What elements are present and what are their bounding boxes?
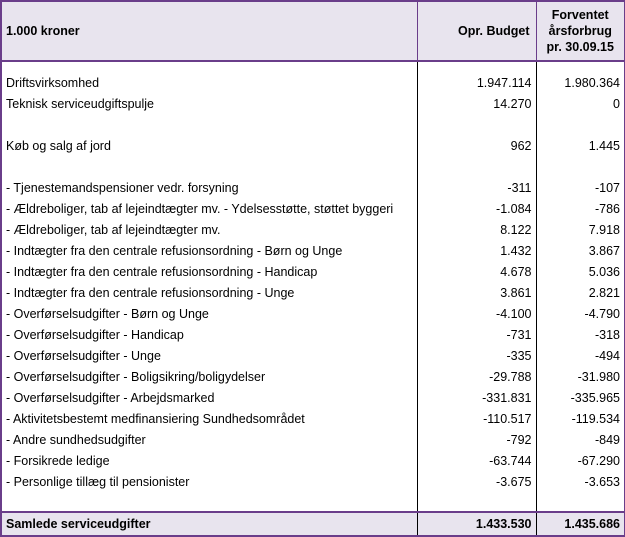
table-row: - Personlige tillæg til pensionister -3.6… [0,471,625,492]
row-label: Samlede serviceudgifter [0,511,417,537]
row-forecast: -4.790 [535,303,625,324]
row-budget: -63.744 [416,450,536,471]
row-forecast: -849 [535,429,625,450]
table-row: Teknisk serviceudgiftspulje 14.270 0 [0,93,625,114]
row-budget: -792 [416,429,536,450]
table-row: - Ældreboliger, tab af lejeindtægter mv.… [0,219,625,240]
row-label: - Andre sundhedsudgifter [0,429,417,450]
row-label: - Overførselsudgifter - Arbejdsmarked [0,387,417,408]
row-forecast: -107 [535,177,625,198]
row-label: - Personlige tillæg til pensionister [0,471,417,492]
row-forecast: -67.290 [535,450,625,471]
row-label: - Ældreboliger, tab af lejeindtægter mv. [0,219,417,240]
row-forecast: -318 [535,324,625,345]
row-label: Køb og salg af jord [0,135,417,156]
table-row: - Indtægter fra den centrale refusionsor… [0,282,625,303]
row-budget: -4.100 [416,303,536,324]
row-forecast: -3.653 [535,471,625,492]
row-label: - Indtægter fra den centrale refusionsor… [0,240,417,261]
row-forecast: -494 [535,345,625,366]
header-budget: Opr. Budget [416,0,536,62]
row-budget: -1.084 [416,198,536,219]
row-label: - Overførselsudgifter - Børn og Unge [0,303,417,324]
row-budget: -3.675 [416,471,536,492]
table-row: - Overførselsudgifter - Arbejdsmarked -33… [0,387,625,408]
table-row: - Overførselsudgifter - Børn og Unge -4.1… [0,303,625,324]
row-budget: -29.788 [416,366,536,387]
row-forecast: 0 [535,93,625,114]
row-label: Teknisk serviceudgiftspulje [0,93,417,114]
row-budget: -335 [416,345,536,366]
row-label: - Overførselsudgifter - Boligsikring/bol… [0,366,417,387]
spacer-row [0,156,625,177]
row-budget: 4.678 [416,261,536,282]
row-budget: 1.947.114 [416,72,536,93]
spacer-row [0,114,625,135]
row-forecast: -31.980 [535,366,625,387]
table-row: - Indtægter fra den centrale refusionsor… [0,261,625,282]
row-forecast: 1.435.686 [535,511,625,537]
header-units: 1.000 kroner [0,0,417,62]
table-row: - Ældreboliger, tab af lejeindtægter mv.… [0,198,625,219]
spacer-row [0,492,625,512]
row-budget: -731 [416,324,536,345]
row-forecast: 1.980.364 [535,72,625,93]
row-forecast: -786 [535,198,625,219]
row-budget: 3.861 [416,282,536,303]
table-body: Driftsvirksomhed 1.947.114 1.980.364 Teknis… [0,61,625,537]
row-budget: -311 [416,177,536,198]
table-row: - Indtægter fra den centrale refusionsor… [0,240,625,261]
row-forecast: 2.821 [535,282,625,303]
table-row: - Overførselsudgifter - Handicap -731 -318 [0,324,625,345]
table-row: - Overførselsudgifter - Unge -335 -494 [0,345,625,366]
row-budget: 14.270 [416,93,536,114]
row-budget: 1.433.530 [416,511,536,537]
row-forecast: 3.867 [535,240,625,261]
row-forecast: 5.036 [535,261,625,282]
row-label: - Indtægter fra den centrale refusionsor… [0,282,417,303]
row-label: - Tjenestemandspensioner vedr. forsyning [0,177,417,198]
row-budget: 8.122 [416,219,536,240]
row-label: - Forsikrede ledige [0,450,417,471]
row-forecast: -335.965 [535,387,625,408]
table-row: - Aktivitetsbestemt medfinansiering Sund… [0,408,625,429]
table-row: - Andre sundhedsudgifter -792 -849 [0,429,625,450]
table-row: - Forsikrede ledige -63.744 -67.290 [0,450,625,471]
table-row: Driftsvirksomhed 1.947.114 1.980.364 [0,72,625,93]
row-label: - Aktivitetsbestemt medfinansiering Sund… [0,408,417,429]
table-row: - Overførselsudgifter - Boligsikring/bol… [0,366,625,387]
total-row: Samlede serviceudgifter 1.433.530 1.435.68… [0,511,625,537]
header-forecast: Forventet årsforbrug pr. 30.09.15 [535,0,625,62]
row-forecast: -119.534 [535,408,625,429]
row-label: - Indtægter fra den centrale refusionsor… [0,261,417,282]
row-label: - Ældreboliger, tab af lejeindtægter mv.… [0,198,417,219]
row-label: Driftsvirksomhed [0,72,417,93]
row-forecast: 1.445 [535,135,625,156]
table-header-row: 1.000 kroner Opr. Budget Forventet årsfo… [0,0,625,62]
row-forecast: 7.918 [535,219,625,240]
row-budget: 1.432 [416,240,536,261]
row-budget: -331.831 [416,387,536,408]
row-label: - Overførselsudgifter - Handicap [0,324,417,345]
row-budget: 962 [416,135,536,156]
row-budget: -110.517 [416,408,536,429]
row-label: - Overførselsudgifter - Unge [0,345,417,366]
table-row: - Tjenestemandspensioner vedr. forsyning… [0,177,625,198]
table-row: Køb og salg af jord 962 1.445 [0,135,625,156]
